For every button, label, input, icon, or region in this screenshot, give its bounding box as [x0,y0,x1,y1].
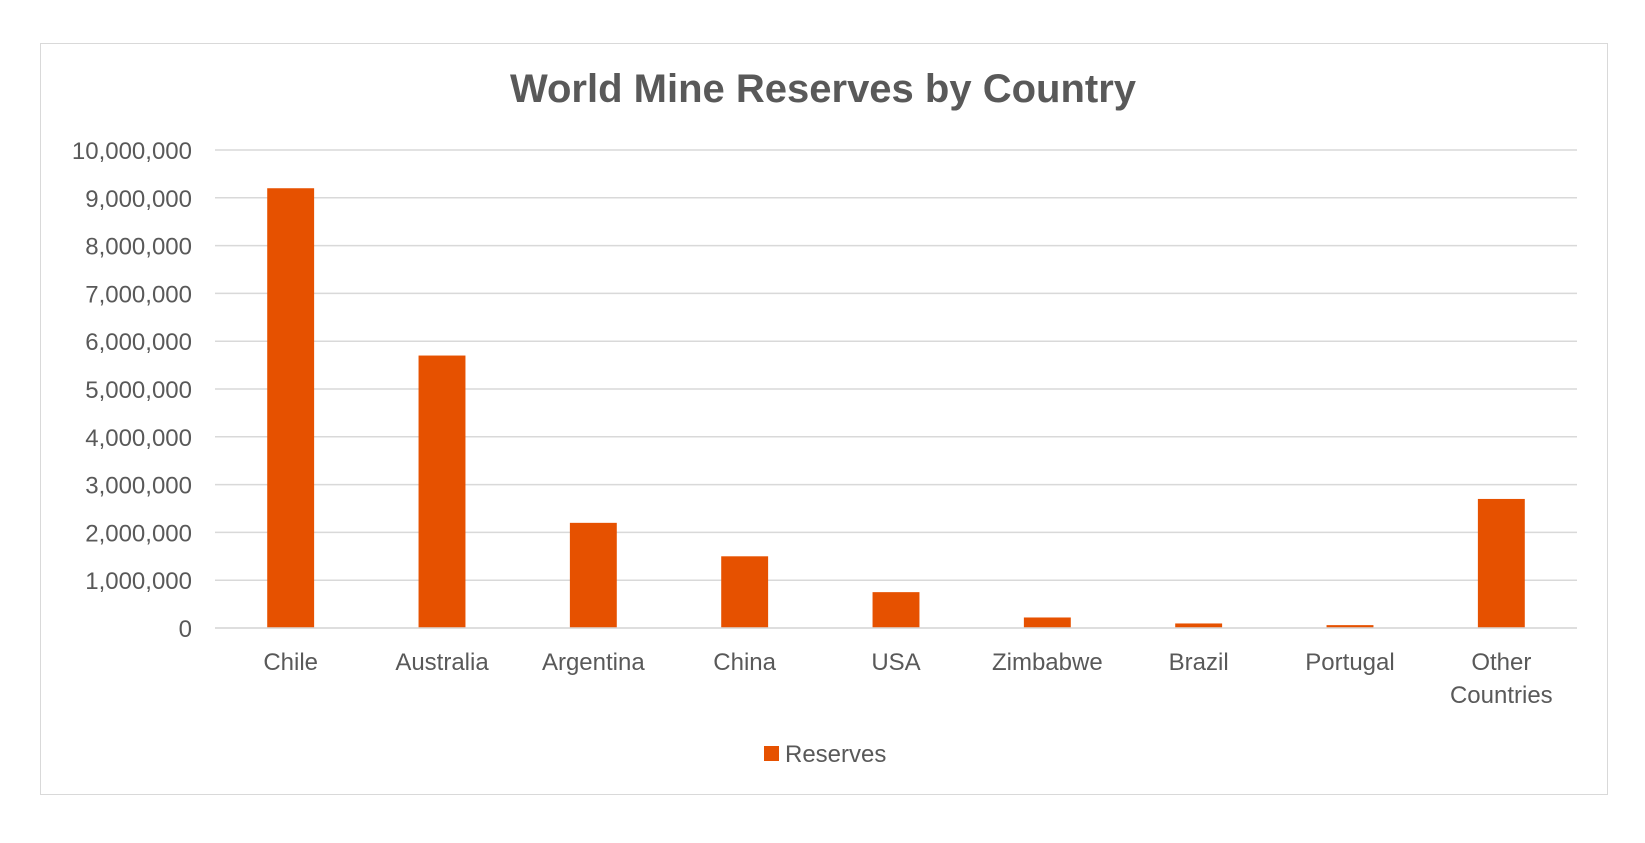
legend-swatch [764,746,779,761]
y-tick-label: 1,000,000 [85,568,192,595]
y-tick-label: 3,000,000 [85,473,192,500]
y-tick-label: 5,000,000 [85,377,192,404]
bar-zimbabwe [1023,617,1071,628]
y-axis-ticks: 0 1,000,000 2,000,000 3,000,000 4,000,000 5,0… [72,138,192,643]
y-tick-label: 2,000,000 [85,520,192,547]
bar-other-countries [1477,498,1525,628]
x-tick-label: USA [871,649,920,676]
bar-china [721,556,769,628]
x-tick-label: Chile [263,649,318,676]
bar-argentina [569,522,617,628]
x-tick-label: Brazil [1169,649,1229,676]
bar-portugal [1326,625,1374,628]
y-tick-label: 4,000,000 [85,425,192,452]
y-tick-label: 9,000,000 [85,186,192,213]
x-tick-label: China [713,649,776,676]
y-tick-label: 7,000,000 [85,281,192,308]
chart-title: World Mine Reserves by Country [510,67,1137,111]
bar-chile [267,188,315,629]
x-axis-ticks: Chile Australia Argentina China USA Zimbabwe B… [263,649,1552,709]
bars [215,188,1577,629]
bar-australia [418,355,466,628]
x-tick-label: Argentina [542,649,645,676]
bar-brazil [1175,623,1223,628]
x-tick-label: Other Countries [1450,649,1553,709]
y-tick-label: 10,000,000 [72,138,192,165]
y-tick-label: 0 [179,616,192,643]
x-tick-label: Portugal [1305,649,1394,676]
y-tick-label: 8,000,000 [85,234,192,261]
x-tick-label: Zimbabwe [992,649,1103,676]
y-tick-label: 6,000,000 [85,329,192,356]
bar-usa [872,592,920,628]
x-tick-label: Australia [395,649,489,676]
legend: Reserves [764,741,886,768]
legend-label: Reserves [785,741,886,768]
